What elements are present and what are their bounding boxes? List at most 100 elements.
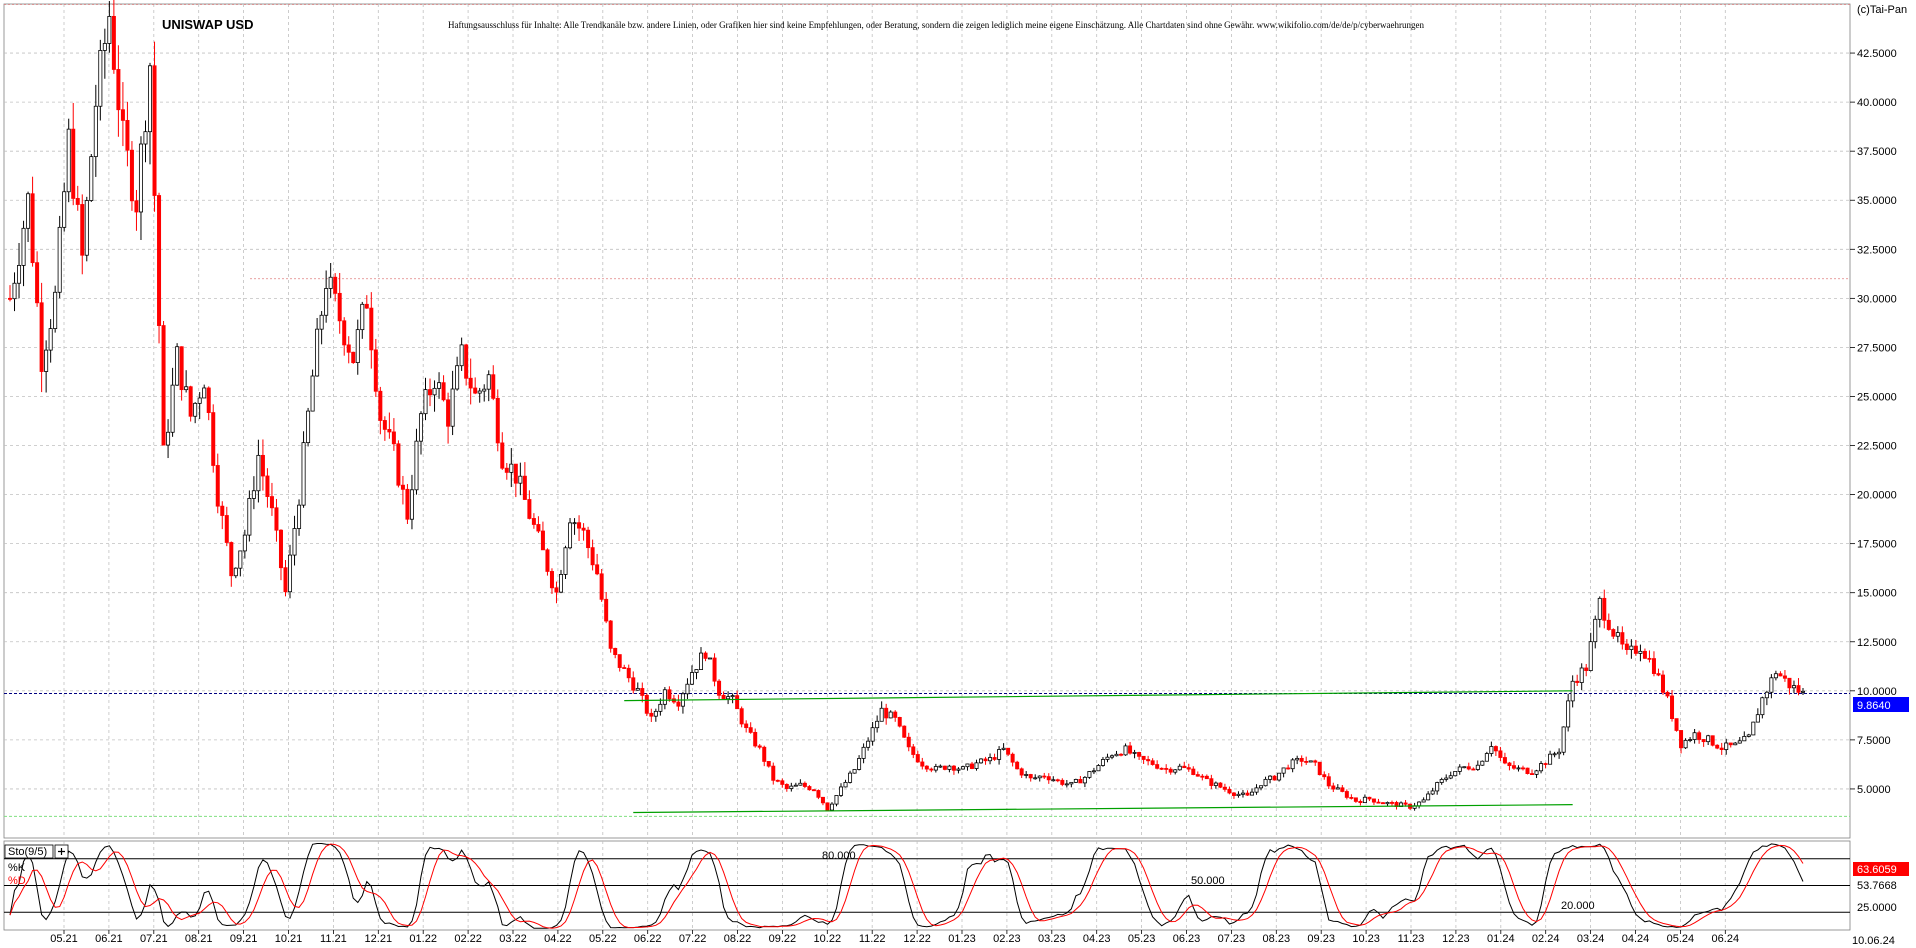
candle-body	[1340, 787, 1345, 792]
candle-body	[1186, 767, 1191, 770]
candle-body	[861, 746, 866, 759]
candle-body	[540, 530, 545, 551]
x-tick-label: 08.21	[185, 933, 213, 945]
candle-body	[577, 522, 582, 529]
candle-body	[947, 765, 952, 770]
candle-body	[319, 314, 324, 330]
candle-body	[1078, 779, 1083, 784]
x-tick-label: 11.21	[320, 933, 347, 945]
candle-body	[1448, 775, 1453, 779]
candle-body	[301, 442, 306, 506]
candle-body	[626, 667, 631, 679]
candle-body	[405, 488, 410, 520]
candle-body	[1602, 597, 1607, 621]
candle-body	[1114, 753, 1119, 757]
candle-body	[1719, 747, 1724, 750]
candle-body	[152, 65, 157, 196]
candle-body	[414, 440, 419, 491]
candle-body	[924, 765, 929, 770]
candle-body	[992, 757, 997, 760]
candle-body	[504, 467, 509, 473]
candle-body	[1091, 770, 1096, 773]
candle-body	[1204, 775, 1209, 780]
candle-body	[604, 598, 609, 622]
candle-body	[951, 765, 956, 771]
y-tick-label: 42.5000	[1857, 48, 1897, 60]
candle-body	[66, 128, 71, 193]
candle-body	[775, 779, 780, 782]
candle-body	[1647, 657, 1652, 660]
x-tick-label: 06.22	[634, 933, 662, 945]
candle-body	[1164, 768, 1169, 770]
candle-body	[1593, 618, 1598, 643]
candle-body	[1584, 667, 1589, 672]
candle-body	[1579, 667, 1584, 683]
candle-body	[735, 695, 740, 710]
candle-body	[1728, 742, 1733, 746]
last-date-label: 10.06.24	[1852, 935, 1895, 947]
x-tick-label: 03.23	[1038, 933, 1066, 945]
candle-body	[766, 761, 771, 767]
candle-body	[197, 397, 202, 404]
candle-body	[441, 382, 446, 401]
candle-body	[409, 489, 414, 520]
candle-body	[1109, 755, 1114, 758]
candle-body	[1566, 700, 1571, 728]
candle-body	[1304, 761, 1309, 763]
candle-body	[306, 410, 311, 444]
candle-body	[1439, 779, 1444, 783]
candle-body	[1380, 802, 1385, 805]
candle-body	[798, 782, 803, 786]
candle-body	[1557, 751, 1562, 755]
x-tick-label: 05.24	[1667, 933, 1695, 945]
candle-body	[265, 475, 270, 497]
chart-title: UNISWAP USD	[162, 17, 254, 32]
candle-body	[1349, 797, 1354, 799]
stochastic-d-line	[9, 843, 1804, 929]
stochastic-axis-tick: 25.0000	[1857, 902, 1897, 914]
x-tick-label: 06.21	[95, 933, 123, 945]
x-tick-label: 02.22	[454, 933, 482, 945]
candle-body	[53, 291, 58, 329]
candle-body	[694, 669, 699, 673]
candle-body	[482, 388, 487, 392]
candle-body	[902, 725, 907, 738]
candle-body	[1548, 753, 1553, 765]
candle-body	[1489, 746, 1494, 754]
candle-body	[1064, 783, 1069, 786]
candle-body	[161, 325, 166, 446]
stochastic-panel	[4, 843, 1850, 929]
candle-body	[531, 518, 536, 525]
candle-body	[965, 763, 970, 768]
candle-body	[1119, 753, 1124, 756]
candle-body	[1286, 767, 1291, 770]
candle-body	[739, 708, 744, 725]
candle-body	[974, 762, 979, 769]
candle-body	[1403, 802, 1408, 805]
candle-body	[1082, 776, 1087, 784]
candle-body	[1683, 739, 1688, 749]
candle-body	[1493, 746, 1498, 752]
candle-body	[1552, 753, 1557, 756]
candle-body	[1191, 768, 1196, 775]
candle-body	[784, 784, 789, 789]
stochastic-label-box[interactable]	[4, 844, 54, 859]
candle-body	[202, 387, 207, 399]
stochastic-k-badge	[1853, 862, 1909, 876]
candle-body	[1159, 767, 1164, 770]
x-tick-label: 07.21	[140, 933, 168, 945]
x-tick-label: 12.22	[903, 933, 931, 945]
candle-body	[640, 688, 645, 696]
candle-body	[324, 288, 329, 316]
candle-body	[1462, 766, 1467, 769]
candle-body	[1250, 791, 1255, 796]
stochastic-k-line	[9, 843, 1804, 929]
candle-body	[1010, 753, 1015, 763]
candle-body	[1218, 782, 1223, 788]
x-tick-label: 10.21	[275, 933, 303, 945]
candle-body	[179, 346, 184, 391]
candle-body	[1155, 764, 1160, 769]
candle-body	[1746, 734, 1751, 737]
candle-body	[138, 143, 143, 213]
